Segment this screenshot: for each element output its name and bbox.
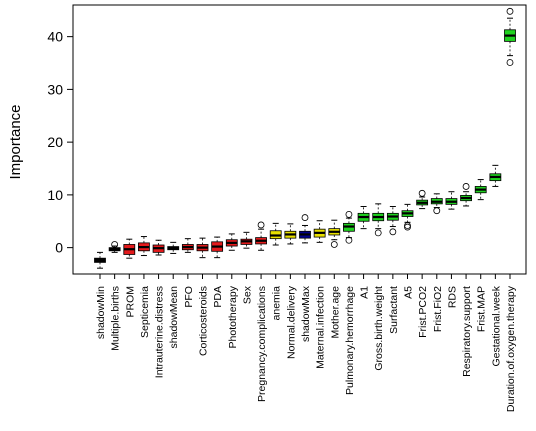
x-tick-label: Frist.MAP: [476, 286, 488, 332]
x-tick-label: Sex: [241, 285, 253, 304]
x-tick-label: shadowMean: [168, 286, 180, 349]
x-tick-label: Pulmonary.hemorrhage: [344, 286, 356, 395]
y-axis-label: Importance: [7, 104, 24, 179]
x-tick-label: PROM: [124, 286, 136, 318]
x-tick-label: Maternal.infection: [315, 286, 327, 369]
outlier-point: [345, 210, 353, 218]
x-tick-label: Mother.age: [329, 286, 341, 339]
outlier-point: [257, 221, 265, 229]
x-tick-label: Frist.PCO2: [417, 286, 429, 338]
x-tick-label: anemia: [271, 286, 283, 321]
x-tick-label: Phototherapy: [227, 285, 239, 348]
x-tick-label: Gestational.week: [490, 285, 502, 366]
x-tick-label: A5: [403, 286, 415, 299]
outlier-point: [345, 236, 353, 244]
outlier-point: [301, 214, 309, 221]
outlier-point: [404, 222, 411, 229]
outlier-point: [506, 59, 514, 66]
x-tick-label: shadowMin: [95, 286, 107, 339]
x-tick-label: Surfactant: [388, 286, 400, 334]
x-tick-label: Corticosteroids: [198, 286, 210, 356]
x-tick-label: Frist.FiO2: [432, 286, 444, 332]
y-tick-label: 20: [47, 134, 63, 150]
plot-frame: [72, 4, 527, 275]
outlier-point: [418, 189, 426, 197]
y-tick-label: 10: [47, 187, 63, 203]
y-tick-label: 40: [47, 29, 63, 45]
x-tick-label: Septicemia: [139, 286, 151, 338]
x-tick-label: Gross.birth.weight: [373, 286, 385, 371]
x-tick-label: shadowMax: [300, 285, 312, 342]
x-tick-label: Pregnancy.complications: [256, 286, 268, 402]
y-tick-label: 30: [47, 81, 63, 97]
outlier-point: [330, 241, 338, 248]
x-tick-label: RDS: [446, 286, 458, 308]
x-tick-label: Intrauterine.distress: [154, 286, 166, 378]
x-tick-label: Multiple.births: [110, 286, 122, 351]
outlier-point: [374, 229, 382, 237]
x-tick-label: PFO: [183, 286, 195, 308]
outlier-point: [389, 228, 397, 236]
x-tick-label: Respiratory.support: [461, 286, 473, 377]
outlier-point: [111, 241, 119, 248]
x-tick-label: A1: [359, 286, 371, 299]
x-tick-label: PDA: [212, 286, 224, 308]
outlier-point: [462, 183, 470, 190]
outlier-point: [433, 207, 441, 215]
x-tick-label: Duration.of.oxygen.therapy: [505, 285, 517, 412]
y-tick-label: 0: [55, 240, 63, 256]
outlier-point: [506, 7, 514, 15]
x-tick-label: Normal.delivery: [285, 285, 297, 359]
